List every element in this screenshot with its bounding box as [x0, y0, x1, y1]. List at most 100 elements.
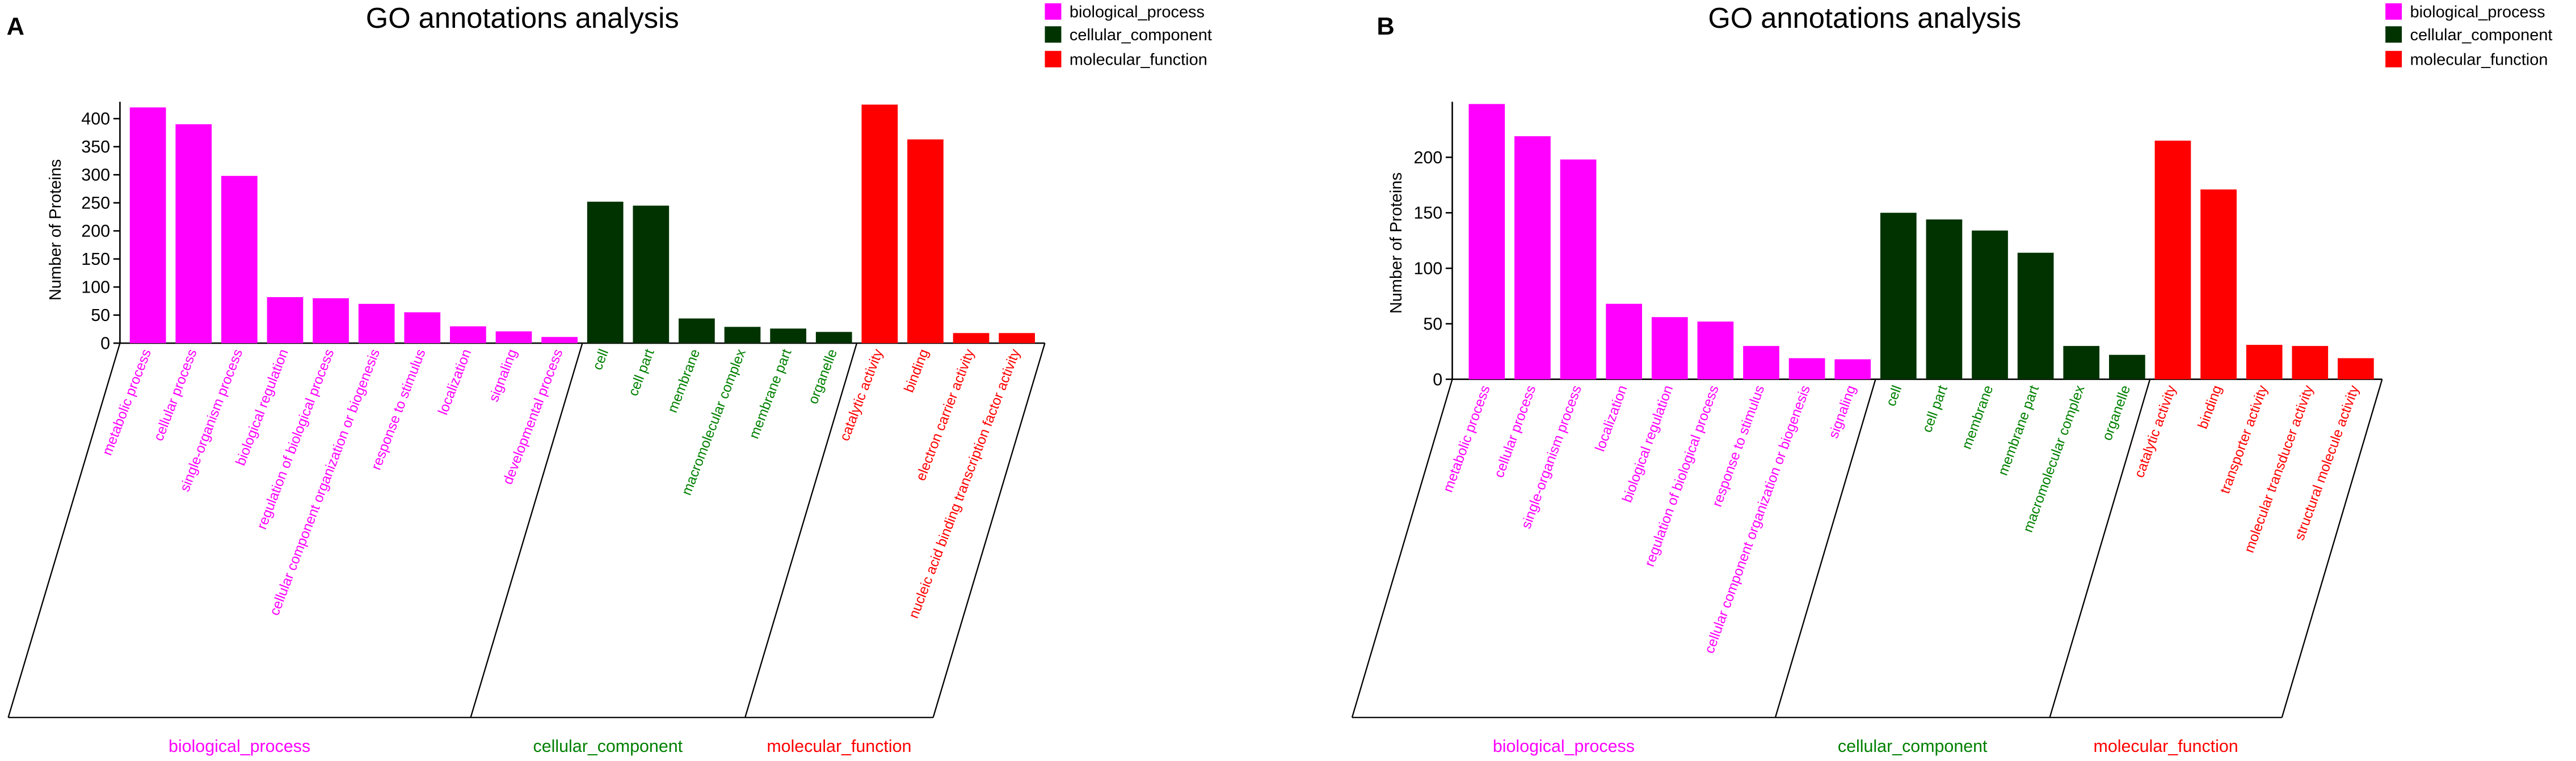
y-tick-label: 0 [1433, 370, 1442, 389]
bar-localization [450, 326, 486, 344]
bar-metabolic-process [129, 107, 166, 344]
y-tick-label: 150 [1413, 204, 1442, 223]
bar-binding [2200, 189, 2237, 379]
group-divider [932, 343, 1046, 718]
category-label: response to stimulus [1710, 383, 1768, 509]
bar-cellular-process [175, 124, 212, 344]
bar-membrane-part [770, 328, 806, 344]
bar-cellular-process [1514, 136, 1551, 379]
bar-catalytic-activity [2154, 141, 2191, 379]
y-tick-label: 50 [1423, 314, 1442, 333]
plot-area: 0 50 100 150 200 250 300 350 400 metabolic proces… [7, 102, 1046, 756]
bar-catalytic-activity [861, 104, 898, 344]
category-label: localization [435, 347, 474, 417]
category-label: cell part [626, 347, 658, 398]
category-label: binding [2195, 383, 2225, 431]
group-label-molecular-function: molecular_function [2094, 737, 2238, 756]
category-label: binding [902, 347, 932, 395]
y-axis-label: Number of Proteins [1387, 172, 1405, 314]
group-label-biological-process: biological_process [1493, 737, 1635, 756]
legend: biological_process cellular_component mo… [2385, 3, 2552, 69]
bar-cell [587, 201, 624, 344]
bar-nucleic-acid-binding-transcription-factor-activity [999, 333, 1035, 344]
category-label: membrane [665, 347, 703, 415]
category-label: organelle [806, 347, 840, 406]
bar-structural-molecule-activity [2338, 358, 2374, 379]
category-label: cell [1883, 383, 1905, 408]
bar-biological-regulation [1651, 317, 1688, 379]
category-label: signaling [1826, 383, 1859, 441]
category-label: cellular process [1492, 383, 1539, 480]
bar-metabolic-process [1468, 104, 1505, 379]
legend-swatch-biological-process [1045, 3, 1062, 20]
group-label-cellular-component: cellular_component [533, 737, 683, 756]
category-label: membrane [1959, 383, 1997, 451]
category-label: catalytic activity [2132, 383, 2179, 480]
y-tick-label: 250 [81, 193, 110, 213]
chart-title: GO annotations analysis [366, 2, 679, 34]
category-label: cell part [1920, 383, 1951, 434]
legend-label: molecular_function [2410, 50, 2548, 69]
bar-developmental-process [541, 337, 578, 344]
category-label: cellular component organization or bioge… [1702, 383, 1813, 656]
bar-regulation-of-biological-process [313, 298, 349, 344]
bar-response-to-stimulus [404, 312, 441, 344]
y-tick-label: 300 [81, 166, 110, 185]
legend-label: molecular_function [1070, 50, 1207, 69]
panel-a: A GO annotations analysis biological_pro… [7, 2, 1212, 756]
bar-macromolecular-complex [724, 327, 761, 344]
category-label: metabolic process [100, 347, 154, 458]
category-label: organelle [2099, 383, 2133, 442]
legend-swatch-molecular-function [2385, 50, 2402, 67]
bar-cell-part [1926, 219, 1963, 379]
bar-cell-part [633, 205, 670, 344]
group-divider [7, 343, 121, 718]
bar-single-organism-process [221, 176, 258, 344]
bar-biological-regulation [267, 297, 304, 344]
y-tick-label: 100 [81, 278, 110, 297]
category-label: cellular process [151, 347, 200, 443]
y-tick-label: 0 [100, 334, 110, 353]
bar-localization [1606, 303, 1643, 379]
bar-binding [907, 139, 944, 344]
bar-membrane [1972, 230, 2008, 379]
category-label: signaling [486, 347, 520, 404]
y-axis-label: Number of Proteins [47, 159, 65, 301]
group-divider [1351, 379, 1453, 718]
bar-single-organism-process [1560, 159, 1597, 379]
bar-cellular-component-organization-or-biogenesis [1788, 358, 1825, 379]
bar-membrane-part [2017, 252, 2054, 379]
group-divider [2281, 379, 2383, 718]
category-label: metabolic process [1441, 383, 1493, 494]
group-divider [470, 343, 583, 718]
group-label-molecular-function: molecular_function [767, 737, 911, 756]
category-label: localization [1593, 383, 1631, 454]
category-label: transporter activity [2217, 383, 2271, 496]
category-label: nucleic acid binding transcription facto… [906, 346, 1024, 620]
category-label: membrane part [746, 347, 794, 441]
bar-macromolecular-complex [2063, 346, 2100, 379]
category-label: cell [590, 347, 612, 372]
group-divider [744, 343, 858, 718]
legend-swatch-cellular-component [1045, 26, 1062, 43]
legend-swatch-molecular-function [1045, 50, 1062, 67]
y-tick-label: 150 [81, 250, 110, 269]
bar-regulation-of-biological-process [1697, 322, 1734, 379]
y-tick-label: 350 [81, 137, 110, 157]
y-tick-label: 400 [81, 109, 110, 129]
group-divider [1774, 379, 1876, 718]
legend-label: cellular_component [1070, 26, 1212, 44]
legend-label: biological_process [1070, 3, 1205, 21]
group-divider [2049, 379, 2151, 718]
y-tick-label: 50 [91, 306, 110, 325]
y-tick-label: 200 [81, 222, 110, 241]
bar-organelle [2108, 354, 2145, 379]
group-label-cellular-component: cellular_component [1838, 737, 1988, 756]
bar-cellular-component-organization-or-biogenesis [358, 303, 395, 344]
bar-organelle [815, 332, 852, 344]
category-label: catalytic activity [837, 346, 886, 443]
bar-membrane [679, 318, 715, 344]
legend-swatch-biological-process [2385, 3, 2402, 20]
